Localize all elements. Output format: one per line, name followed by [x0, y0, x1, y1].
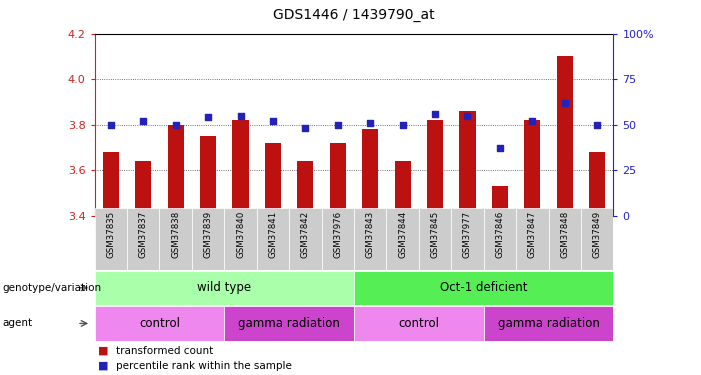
Text: GSM37843: GSM37843: [366, 211, 375, 258]
Text: GSM37835: GSM37835: [107, 211, 116, 258]
Text: GSM37840: GSM37840: [236, 211, 245, 258]
Text: control: control: [398, 317, 440, 330]
Point: [137, 118, 149, 124]
Point: [592, 122, 603, 128]
Bar: [386, 208, 418, 270]
Bar: [484, 208, 516, 270]
Point: [235, 112, 246, 118]
Bar: [224, 208, 257, 270]
Bar: [95, 208, 127, 270]
Text: Oct-1 deficient: Oct-1 deficient: [440, 281, 527, 294]
Text: agent: agent: [2, 318, 32, 328]
Bar: [127, 208, 160, 270]
Text: wild type: wild type: [197, 281, 252, 294]
Text: GSM37845: GSM37845: [430, 211, 440, 258]
Point: [494, 146, 505, 152]
Text: GSM37848: GSM37848: [560, 211, 569, 258]
Bar: [557, 57, 573, 216]
Text: GSM37849: GSM37849: [592, 211, 601, 258]
Bar: [516, 208, 549, 270]
Bar: [329, 143, 346, 216]
Bar: [492, 186, 508, 216]
Bar: [168, 125, 184, 216]
Bar: [451, 208, 484, 270]
Text: percentile rank within the sample: percentile rank within the sample: [116, 360, 292, 370]
Bar: [265, 143, 281, 216]
Bar: [395, 161, 411, 216]
Text: GSM37839: GSM37839: [203, 211, 212, 258]
Point: [170, 122, 182, 128]
Bar: [524, 120, 540, 216]
Bar: [95, 271, 354, 305]
Point: [105, 122, 116, 128]
Bar: [290, 208, 322, 270]
Bar: [103, 152, 119, 216]
Bar: [459, 111, 475, 216]
Point: [526, 118, 538, 124]
Text: transformed count: transformed count: [116, 346, 213, 356]
Bar: [589, 152, 605, 216]
Point: [267, 118, 278, 124]
Text: GSM37842: GSM37842: [301, 211, 310, 258]
Text: ■: ■: [98, 360, 109, 370]
Point: [397, 122, 408, 128]
Bar: [257, 208, 290, 270]
Point: [203, 114, 214, 120]
Bar: [418, 208, 451, 270]
Bar: [192, 208, 224, 270]
Text: GSM37841: GSM37841: [268, 211, 278, 258]
Bar: [581, 208, 613, 270]
Point: [559, 100, 571, 106]
Bar: [233, 120, 249, 216]
Point: [332, 122, 343, 128]
Text: GSM37847: GSM37847: [528, 211, 537, 258]
Bar: [427, 120, 443, 216]
Text: gamma radiation: gamma radiation: [498, 317, 599, 330]
Text: GSM37846: GSM37846: [496, 211, 505, 258]
Text: GSM37977: GSM37977: [463, 211, 472, 258]
Point: [300, 125, 311, 131]
Bar: [354, 271, 613, 305]
Text: GSM37838: GSM37838: [171, 211, 180, 258]
Bar: [322, 208, 354, 270]
Text: GSM37837: GSM37837: [139, 211, 148, 258]
Text: genotype/variation: genotype/variation: [2, 283, 101, 293]
Bar: [200, 136, 216, 216]
Bar: [135, 161, 151, 216]
Point: [430, 111, 441, 117]
Bar: [95, 306, 224, 340]
Text: gamma radiation: gamma radiation: [238, 317, 340, 330]
Bar: [362, 129, 379, 216]
Bar: [160, 208, 192, 270]
Bar: [549, 208, 581, 270]
Bar: [354, 306, 484, 340]
Point: [462, 112, 473, 118]
Point: [365, 120, 376, 126]
Bar: [224, 306, 354, 340]
Text: ■: ■: [98, 346, 109, 356]
Bar: [354, 208, 386, 270]
Bar: [297, 161, 313, 216]
Text: control: control: [139, 317, 180, 330]
Text: GSM37844: GSM37844: [398, 211, 407, 258]
Text: GSM37976: GSM37976: [333, 211, 342, 258]
Text: GDS1446 / 1439790_at: GDS1446 / 1439790_at: [273, 9, 435, 22]
Bar: [484, 306, 613, 340]
